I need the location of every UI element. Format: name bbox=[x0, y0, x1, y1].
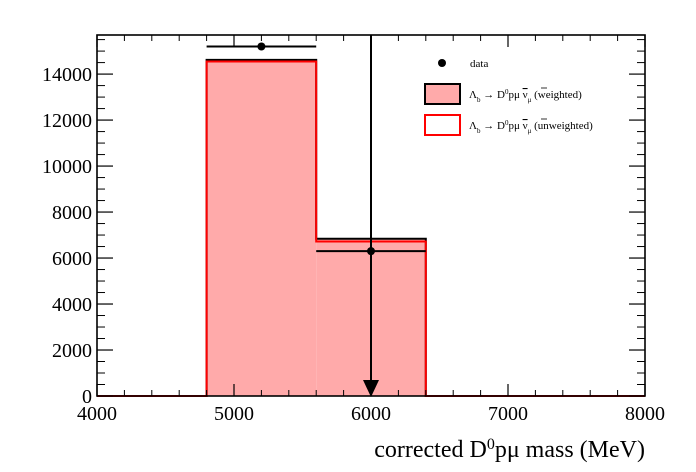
x-tick-label-0: 4000 bbox=[77, 403, 117, 425]
legend-weighted-swatch bbox=[424, 83, 461, 105]
weighted-bar-1 bbox=[206, 59, 317, 396]
y-tick-label-3: 6000 bbox=[52, 248, 92, 270]
axis-ticks: 4000 5000 6000 7000 8000 0 2000 4000 6000 8000 100… bbox=[42, 35, 665, 425]
y-tick-label-4: 8000 bbox=[52, 202, 92, 224]
y-tick-label-7: 14000 bbox=[42, 64, 92, 86]
data-point-0 bbox=[257, 42, 266, 51]
y-tick-label-1: 2000 bbox=[52, 340, 92, 362]
x-tick-label-4: 8000 bbox=[625, 403, 665, 425]
legend-unweighted-swatch bbox=[424, 114, 461, 136]
legend: data Λb → D0pμ νμ (weighted) Λb → D0pμ νμ … bbox=[424, 58, 593, 136]
unweighted-outline bbox=[97, 60, 645, 397]
y-tick-label-6: 12000 bbox=[42, 110, 92, 132]
y-tick-label-0: 0 bbox=[82, 386, 92, 408]
x-axis-title: corrected D0pμ mass (MeV) bbox=[374, 436, 645, 464]
legend-label-data: data bbox=[470, 58, 488, 70]
legend-weighted-label: Λb → D0pμ νμ (weighted) bbox=[469, 88, 582, 104]
x-tick-label-1: 5000 bbox=[214, 403, 254, 425]
x-tick-label-3: 7000 bbox=[488, 403, 528, 425]
x-tick-label-2: 6000 bbox=[351, 403, 391, 425]
legend-data-marker bbox=[438, 59, 446, 67]
y-tick-label-2: 4000 bbox=[52, 294, 92, 316]
y-tick-label-5: 10000 bbox=[42, 156, 92, 178]
legend-unweighted-label: Λb → D0pμ νμ (unweighted) bbox=[469, 119, 593, 135]
